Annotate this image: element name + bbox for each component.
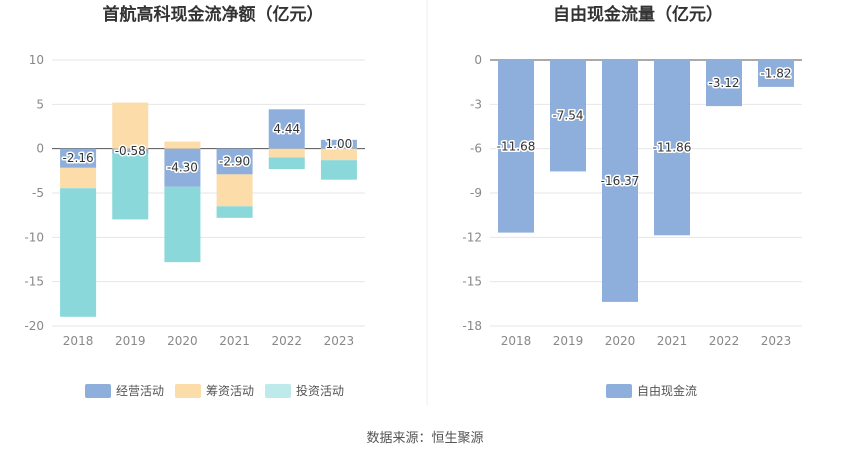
legend-label: 自由现金流 xyxy=(637,383,697,398)
x-tick-label: 2018 xyxy=(501,334,532,348)
y-tick-label: -3 xyxy=(470,97,482,111)
chart-title: 自由现金流量（亿元） xyxy=(553,4,723,25)
bar-筹资活动-2023 xyxy=(320,148,357,161)
bar-投资活动-2021 xyxy=(216,206,253,218)
bar-自由现金流-2020 xyxy=(602,60,638,302)
y-tick-label: -12 xyxy=(462,230,482,244)
x-tick-label: 2023 xyxy=(324,334,355,348)
bar-筹资活动-2019 xyxy=(112,102,149,149)
bar-经营活动-2020 xyxy=(164,148,201,187)
y-tick-label: 0 xyxy=(36,142,44,156)
y-tick-label: 0 xyxy=(474,53,482,67)
y-tick-label: -20 xyxy=(24,319,44,333)
data-label: -11.86 xyxy=(653,141,692,155)
x-tick-label: 2018 xyxy=(63,334,94,348)
cash-flow-net-chart: 首航高科现金流净额（亿元） 10 5 0 -5 -10 -15 -20 -2.16 -0.58 -… xyxy=(24,4,365,398)
x-tick-label: 2019 xyxy=(115,334,146,348)
legend-label: 经营活动 xyxy=(116,384,164,398)
bar-经营活动-2018 xyxy=(60,148,97,168)
y-tick-label: -18 xyxy=(462,319,482,333)
y-tick-label: -15 xyxy=(24,275,44,289)
bar-投资活动-2020 xyxy=(164,186,201,263)
y-tick-label: -6 xyxy=(470,142,482,156)
data-label: -11.68 xyxy=(497,139,536,153)
y-tick-label: -9 xyxy=(470,186,482,200)
bar-自由现金流-2019 xyxy=(550,60,586,172)
y-tick-label: 5 xyxy=(36,97,44,111)
x-tick-label: 2021 xyxy=(657,334,688,348)
source-note: 数据来源：恒生聚源 xyxy=(366,431,483,446)
bar-自由现金流-2023 xyxy=(758,60,794,87)
bar-经营活动-2023 xyxy=(320,139,357,149)
x-tick-label: 2022 xyxy=(271,334,302,348)
bar-筹资活动-2018 xyxy=(60,167,97,189)
bar-筹资活动-2020 xyxy=(164,141,201,149)
legend-swatch xyxy=(85,384,111,398)
y-tick-label: -10 xyxy=(24,230,44,244)
legend-item[interactable]: 自由现金流 xyxy=(606,383,697,398)
bar-自由现金流-2018 xyxy=(498,60,534,233)
legend-swatch xyxy=(606,384,632,398)
x-tick-label: 2020 xyxy=(605,334,636,348)
legend-label: 筹资活动 xyxy=(206,384,254,398)
data-label: -16.37 xyxy=(601,174,640,188)
x-tick-label: 2023 xyxy=(761,334,792,348)
bar-投资活动-2023 xyxy=(320,160,357,180)
y-tick-label: 10 xyxy=(29,53,44,67)
x-tick-label: 2019 xyxy=(553,334,584,348)
legend-swatch xyxy=(175,384,201,398)
legend-item[interactable]: 投资活动 xyxy=(265,383,344,398)
data-label: 4.44 xyxy=(273,122,300,136)
data-label: -7.54 xyxy=(552,109,583,123)
free-cash-flow-chart: 自由现金流量（亿元） 0 -3 -6 -9 -12 -15 -18 -11.68 -7.54 -1… xyxy=(462,4,802,398)
legend-item[interactable]: 筹资活动 xyxy=(175,384,254,398)
chart-title: 首航高科现金流净额（亿元） xyxy=(103,4,324,25)
data-label: 1.00 xyxy=(326,137,353,151)
data-label: -0.58 xyxy=(115,144,146,158)
x-tick-label: 2022 xyxy=(709,334,740,348)
data-label: -1.82 xyxy=(760,66,791,80)
data-label: -3.12 xyxy=(708,76,739,90)
bar-经营活动-2022 xyxy=(268,109,305,149)
y-tick-label: -15 xyxy=(462,275,482,289)
legend-swatch xyxy=(265,384,291,398)
legend-item[interactable]: 经营活动 xyxy=(85,384,164,398)
bar-筹资活动-2021 xyxy=(216,174,253,207)
data-label: -2.90 xyxy=(219,155,250,169)
bar-投资活动-2022 xyxy=(268,157,305,170)
bar-筹资活动-2022 xyxy=(268,148,305,158)
bar-经营活动-2021 xyxy=(216,148,253,175)
bar-投资活动-2019 xyxy=(112,153,149,220)
bar-投资活动-2018 xyxy=(60,188,97,317)
x-tick-label: 2020 xyxy=(167,334,198,348)
bar-自由现金流-2021 xyxy=(654,60,690,236)
legend-label: 投资活动 xyxy=(296,383,344,398)
x-tick-label: 2021 xyxy=(219,334,250,348)
data-label: -4.30 xyxy=(167,161,198,175)
bar-自由现金流-2022 xyxy=(706,60,742,107)
bar-经营活动-2019 xyxy=(112,148,149,154)
data-label: -2.16 xyxy=(63,151,94,165)
y-tick-label: -5 xyxy=(32,186,44,200)
